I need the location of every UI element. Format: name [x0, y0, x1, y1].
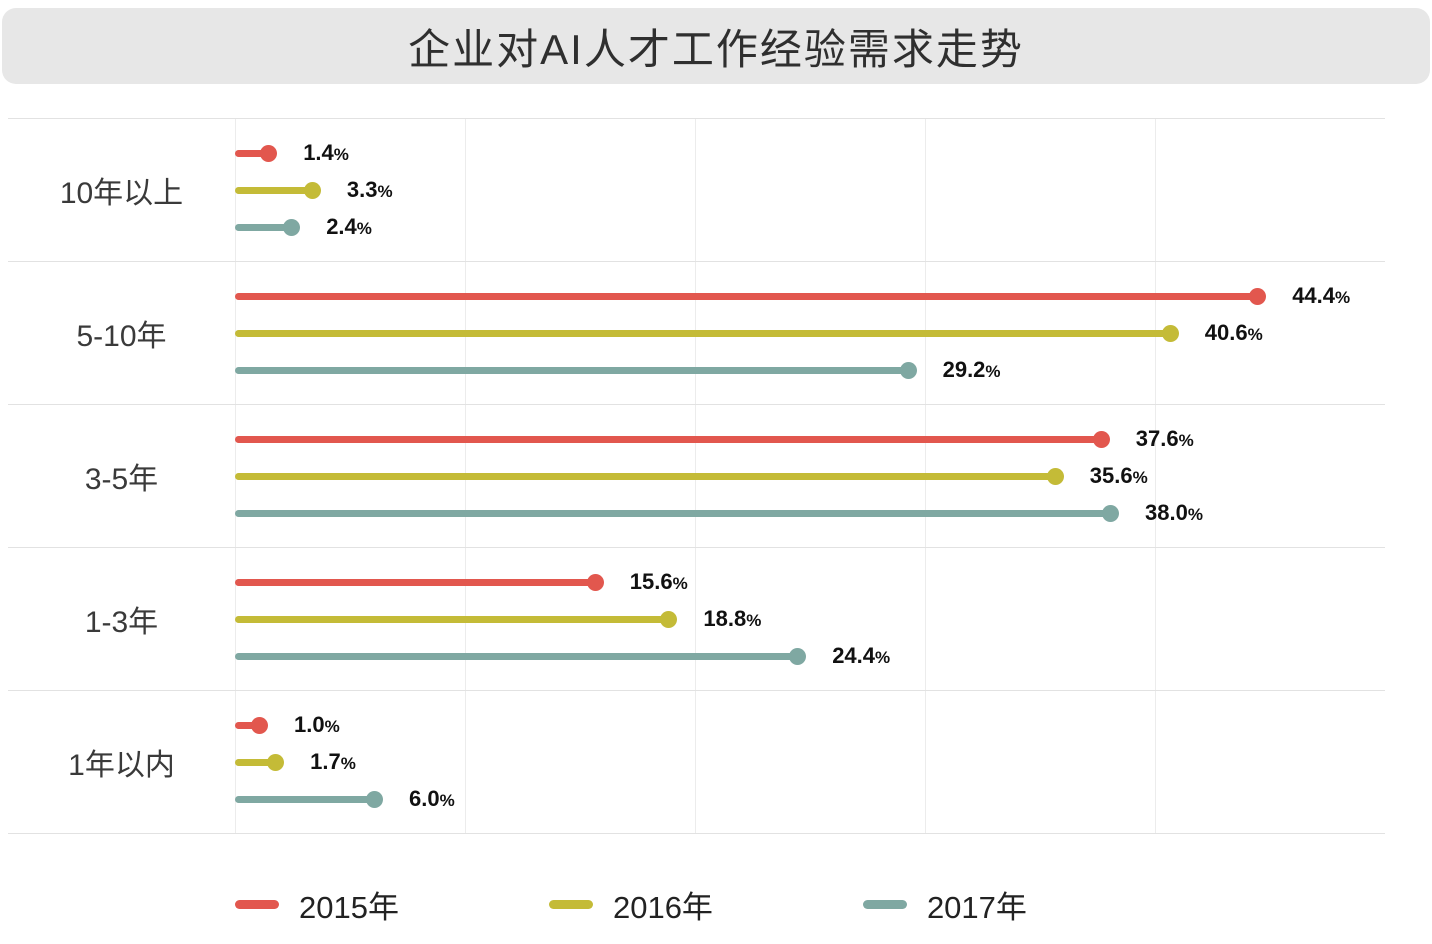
- lollipop-line: [235, 509, 1109, 517]
- legend-item: 2017年: [862, 882, 1027, 927]
- lollipop: 15.6%: [235, 564, 1385, 601]
- row-plot: 44.4% 40.6% 29.2%: [235, 262, 1385, 404]
- lollipop-dot: [366, 790, 383, 808]
- lollipop-line: [235, 223, 291, 231]
- category-label: 1年以内: [68, 749, 175, 782]
- lollipop: 3.3%: [235, 172, 1385, 209]
- lollipop-line: [235, 578, 594, 586]
- lollipop-dot: [1046, 467, 1064, 485]
- legend: 2015年 2016年 2017年: [235, 882, 1432, 927]
- value-label: 40.6%: [1204, 320, 1263, 345]
- lollipop: 44.4%: [235, 278, 1385, 315]
- value-label: 18.8%: [703, 606, 762, 631]
- value-label: 1.4%: [303, 140, 349, 165]
- lollipop-dot: [1249, 287, 1267, 305]
- legend-item: 2016年: [548, 882, 713, 927]
- category-label: 5-10年: [76, 320, 167, 353]
- legend-swatch: [235, 900, 279, 909]
- chart-row: 3-5年 37.6% 35.6% 38.0%: [8, 405, 1385, 548]
- lollipop-line: [235, 435, 1100, 443]
- chart-row: 10年以上 1.4% 3.3% 2.4%: [8, 119, 1385, 262]
- value-label: 6.0%: [409, 786, 455, 811]
- value-label: 3.3%: [346, 177, 393, 202]
- lollipop-line: [235, 149, 268, 157]
- lollipop: 6.0%: [235, 781, 1385, 818]
- value-label: 29.2%: [942, 357, 1001, 382]
- lollipop-dot: [303, 181, 321, 199]
- value-label: 15.6%: [629, 569, 688, 594]
- lollipop-dot: [1161, 324, 1179, 342]
- chart-title: 企业对AI人才工作经验需求走势: [408, 25, 1024, 73]
- row-plot: 37.6% 35.6% 38.0%: [235, 405, 1385, 547]
- lollipop-dot: [899, 361, 917, 379]
- value-label: 35.6%: [1089, 463, 1148, 488]
- lollipop-dot: [260, 144, 278, 162]
- lollipop-dot: [1102, 504, 1119, 522]
- row-plot: 15.6% 18.8% 24.4%: [235, 548, 1385, 690]
- chart-title-banner: 企业对AI人才工作经验需求走势: [2, 8, 1430, 84]
- category-label: 3-5年: [84, 463, 159, 496]
- lollipop-dot: [789, 647, 807, 665]
- value-label: 2.4%: [326, 214, 372, 239]
- legend-swatch: [548, 900, 593, 909]
- legend-swatch: [862, 900, 907, 909]
- lollipop: 1.7%: [235, 744, 1385, 781]
- lollipop: 1.4%: [235, 135, 1385, 172]
- chart-row: 1年以内 1.0% 1.7% 6.0%: [8, 691, 1385, 834]
- lollipop-dot: [283, 218, 301, 236]
- lollipop: 18.8%: [235, 601, 1385, 638]
- value-label: 44.4%: [1292, 283, 1351, 308]
- row-plot: 1.0% 1.7% 6.0%: [235, 691, 1385, 833]
- value-label: 24.4%: [832, 643, 891, 668]
- lollipop-line: [235, 472, 1054, 480]
- chart-area: 10年以上 1.4% 3.3% 2.4% 5-10年 44.4% 40.6% 29.2% 3-5…: [8, 118, 1385, 834]
- legend-item: 2015年: [235, 882, 399, 927]
- chart-row: 5-10年 44.4% 40.6% 29.2%: [8, 262, 1385, 405]
- lollipop: 38.0%: [235, 495, 1385, 532]
- value-label: 38.0%: [1145, 500, 1203, 525]
- row-plot: 1.4% 3.3% 2.4%: [235, 119, 1385, 261]
- lollipop: 29.2%: [235, 352, 1385, 389]
- lollipop: 24.4%: [235, 638, 1385, 675]
- lollipop-line: [235, 795, 373, 803]
- lollipop-line: [235, 292, 1257, 300]
- lollipop: 35.6%: [235, 458, 1385, 495]
- lollipop: 40.6%: [235, 315, 1385, 352]
- lollipop-line: [235, 186, 311, 194]
- category-label: 10年以上: [59, 177, 184, 210]
- lollipop-dot: [267, 753, 285, 771]
- lollipop-dot: [660, 610, 678, 628]
- lollipop-line: [235, 652, 797, 660]
- value-label: 37.6%: [1135, 426, 1194, 451]
- lollipop-line: [235, 615, 668, 623]
- lollipop-line: [235, 366, 907, 374]
- lollipop-dot: [586, 573, 604, 591]
- chart-row: 1-3年 15.6% 18.8% 24.4%: [8, 548, 1385, 691]
- legend-label: 2015年: [299, 890, 399, 925]
- legend-label: 2017年: [926, 890, 1027, 925]
- lollipop: 2.4%: [235, 209, 1385, 246]
- lollipop-line: [235, 758, 275, 766]
- lollipop-line: [235, 721, 258, 729]
- category-label: 1-3年: [84, 606, 159, 639]
- legend-label: 2016年: [612, 890, 713, 925]
- lollipop: 37.6%: [235, 421, 1385, 458]
- lollipop-line: [235, 329, 1169, 337]
- lollipop: 1.0%: [235, 707, 1385, 744]
- lollipop-dot: [251, 716, 268, 734]
- value-label: 1.7%: [310, 749, 356, 774]
- lollipop-dot: [1092, 430, 1110, 448]
- value-label: 1.0%: [294, 712, 340, 737]
